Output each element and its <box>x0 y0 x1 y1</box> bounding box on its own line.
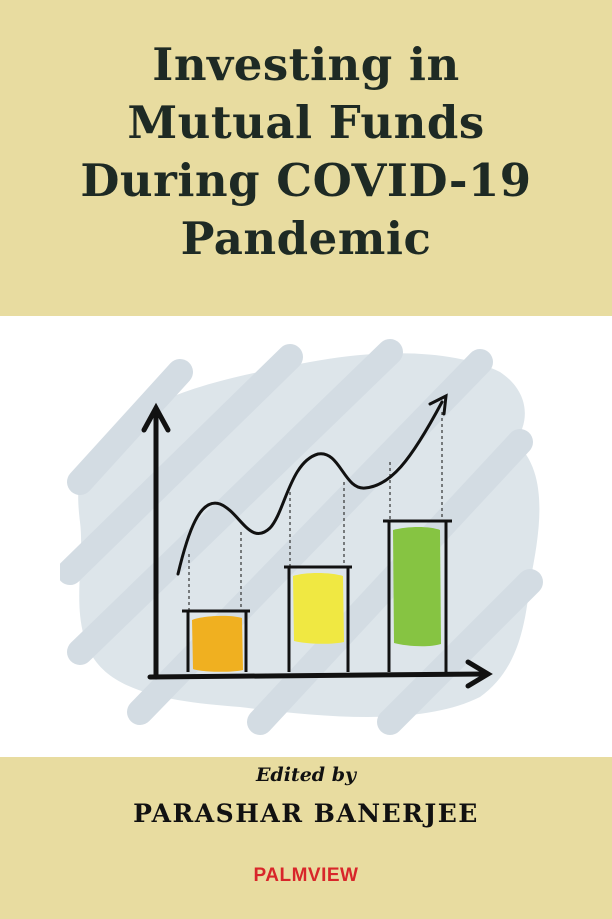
edited-by-label: Edited by <box>255 764 357 786</box>
title-line-4: Pandemic <box>180 212 432 265</box>
scribble-backdrop <box>60 339 543 735</box>
book-title: Investing in Mutual Funds During COVID-1… <box>0 36 612 268</box>
bar-green <box>383 519 452 672</box>
title-line-1: Investing in <box>152 38 460 91</box>
dashed-guides <box>188 412 443 610</box>
bar-orange <box>182 609 250 672</box>
title-band <box>0 0 612 316</box>
title-line-3: During COVID-19 <box>80 154 532 207</box>
rising-chart-icon <box>60 339 543 735</box>
author-band <box>0 757 612 919</box>
author-name: PARASHAR BANERJEE <box>133 799 479 828</box>
trend-line <box>176 393 448 576</box>
bar-yellow <box>284 565 352 672</box>
title-line-2: Mutual Funds <box>127 96 485 149</box>
publisher-logo: PALMVIEW <box>253 865 359 886</box>
y-axis <box>141 402 171 680</box>
x-axis <box>147 659 493 689</box>
